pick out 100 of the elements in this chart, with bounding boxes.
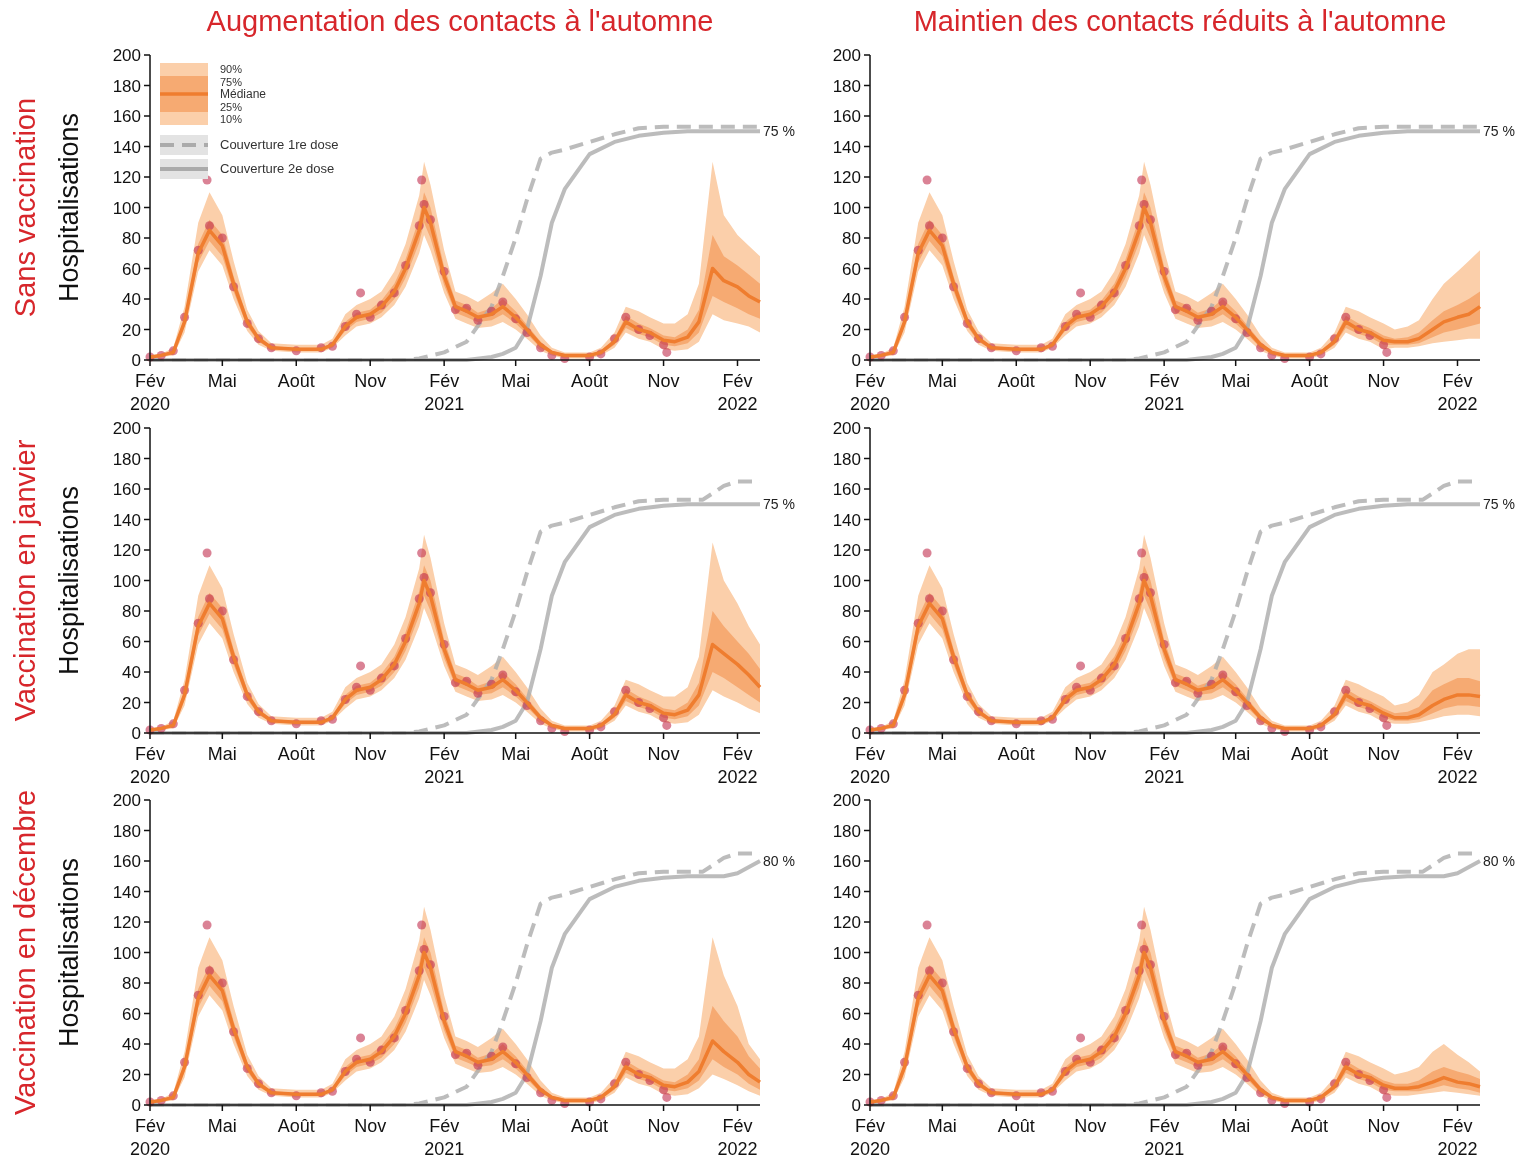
y-tick-label: 180 [112,449,141,469]
x-tick-label: Mai [1221,1116,1251,1136]
y-tick-label: 120 [832,541,861,560]
annotation: 90% [220,63,243,75]
text: Vaccination en décembre [9,789,41,1116]
y-tick-label: 140 [112,137,141,157]
y-tick-label: 0 [851,1096,861,1115]
y-tick-label: 40 [842,1035,861,1054]
x-tick-label: Mai [1221,744,1251,764]
x-tick-label: Nov [1367,744,1400,764]
x-tick-label: Nov [354,744,387,764]
y-tick-label: 40 [842,290,861,309]
x-tick-label: Fév 2021 [424,744,465,787]
y-tick-label: 160 [112,480,141,499]
x-tick-label: Mai [207,744,237,764]
x-tick-label: Mai [501,1116,531,1136]
x-tick-label: Mai [927,371,957,391]
y-tick-label: 20 [842,693,861,713]
y-tick-label: 180 [832,449,861,469]
annotation: 75 % [763,496,795,513]
y-tick-label: 140 [112,882,141,902]
x-tick-label: Fév 2021 [1144,744,1185,787]
y-tick-label: 200 [112,791,141,810]
y-tick-label: 140 [112,510,141,530]
x-tick-label: Fév 2022 [1437,744,1478,787]
y-tick-label: 140 [832,137,861,157]
y-tick-label: 40 [842,663,861,682]
y-tick-label: 100 [112,571,141,591]
x-tick-label: Nov [1074,1116,1107,1136]
x-tick-label: Fév 2020 [849,371,891,414]
y-tick-label: 40 [122,663,141,682]
y-tick-label: 100 [832,571,861,591]
x-tick-label: Août [1291,371,1329,391]
x-tick-label: Fév 2022 [1437,1116,1478,1159]
x-tick-label: Mai [927,744,957,764]
x-tick-label: Fév 2022 [717,371,758,414]
x-tick-label: Nov [354,1116,387,1136]
y-tick-label: 120 [112,541,141,560]
text: Sans vaccination [9,97,41,318]
y-tick-label: 180 [112,76,141,96]
annotation: 75 % [763,123,795,140]
y-tick-label: 120 [832,913,861,932]
x-tick-label: Nov [647,1116,680,1136]
y-tick-label: 0 [131,1096,141,1115]
x-tick-label: Août [1291,1116,1329,1136]
y-tick-label: 160 [832,107,861,126]
x-tick-label: Fév 2021 [424,371,465,414]
annotation: 75 % [1483,496,1515,513]
y-tick-label: 20 [122,693,141,713]
x-tick-label: Fév 2022 [717,744,758,787]
y-tick-label: 80 [842,974,861,993]
x-tick-label: Août [571,371,609,391]
y-tick-label: 100 [112,943,141,963]
x-tick-label: Fév 2020 [129,371,171,414]
y-tick-label: 200 [112,419,141,438]
y-tick-label: 0 [851,724,861,743]
y-tick-label: 80 [122,229,141,248]
y-tick-label: 180 [112,821,141,841]
x-tick-label: Fév 2020 [849,744,891,787]
x-tick-label: Août [277,744,315,764]
y-tick-label: 20 [842,1065,861,1085]
y-tick-label: 200 [832,46,861,65]
x-tick-label: Mai [501,744,531,764]
y-tick-label: 40 [122,1035,141,1054]
x-tick-label: Nov [1367,371,1400,391]
x-tick-label: Nov [647,744,680,764]
y-tick-label: 20 [122,1065,141,1085]
x-tick-label: Août [997,1116,1035,1136]
annotation: 25% [220,100,243,113]
y-tick-label: 200 [112,46,141,65]
x-tick-label: Août [997,744,1035,764]
y-tick-label: 100 [832,198,861,218]
x-tick-label: Août [277,1116,315,1136]
annotation: 80 % [763,853,795,869]
annotation: 10% [220,113,243,125]
y-tick-label: 60 [842,1004,861,1024]
annotation: 75% [220,75,243,88]
x-tick-label: Nov [1074,744,1107,764]
y-tick-label: 80 [122,974,141,993]
y-tick-label: 120 [112,913,141,932]
legend-label: Médiane [220,87,267,101]
text: Vaccination en janvier [9,439,41,722]
y-tick-label: 160 [112,107,141,126]
y-tick-label: 180 [832,76,861,96]
x-tick-label: Mai [1221,371,1251,391]
y-tick-label: 40 [122,290,141,309]
y-tick-label: 100 [112,198,141,218]
y-tick-label: 80 [842,602,861,621]
y-axis-title: Hospitalisations [54,857,84,1048]
x-tick-label: Fév 2021 [1144,371,1185,414]
legend-label: Couverture 1re dose [220,137,339,152]
legend-label: Couverture 2e dose [220,161,335,176]
y-tick-label: 200 [832,791,861,810]
y-tick-label: 100 [832,943,861,963]
y-tick-label: 60 [842,259,861,279]
y-axis-title: Hospitalisations [54,485,84,676]
chart-title: Maintien des contacts réduits à l'automne [913,5,1447,37]
y-tick-label: 120 [112,168,141,187]
x-tick-label: Nov [354,371,387,391]
y-tick-label: 80 [842,229,861,248]
